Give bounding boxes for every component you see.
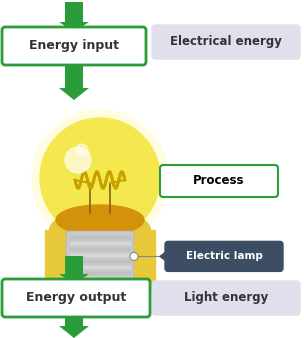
Text: Energy output: Energy output [26, 291, 126, 305]
FancyBboxPatch shape [2, 279, 150, 317]
Circle shape [40, 118, 160, 238]
FancyBboxPatch shape [160, 165, 278, 197]
Bar [45, 230, 155, 290]
Circle shape [76, 144, 88, 156]
Circle shape [65, 147, 91, 173]
FancyBboxPatch shape [152, 25, 300, 59]
Text: Electrical energy: Electrical energy [170, 35, 282, 48]
Ellipse shape [50, 210, 150, 250]
Polygon shape [59, 314, 89, 338]
Circle shape [32, 110, 168, 246]
Text: Light energy: Light energy [184, 291, 268, 305]
Text: Process: Process [193, 174, 245, 188]
Polygon shape [160, 250, 168, 262]
Circle shape [130, 252, 138, 260]
Text: Electric lamp: Electric lamp [185, 251, 262, 261]
FancyBboxPatch shape [152, 281, 300, 315]
FancyBboxPatch shape [2, 27, 146, 65]
FancyBboxPatch shape [165, 241, 283, 271]
FancyBboxPatch shape [66, 231, 134, 287]
Text: Energy input: Energy input [29, 40, 119, 52]
FancyBboxPatch shape [78, 283, 122, 301]
Polygon shape [59, 62, 89, 100]
Ellipse shape [56, 205, 144, 235]
Polygon shape [59, 2, 89, 32]
Polygon shape [59, 256, 89, 284]
Ellipse shape [50, 210, 150, 250]
